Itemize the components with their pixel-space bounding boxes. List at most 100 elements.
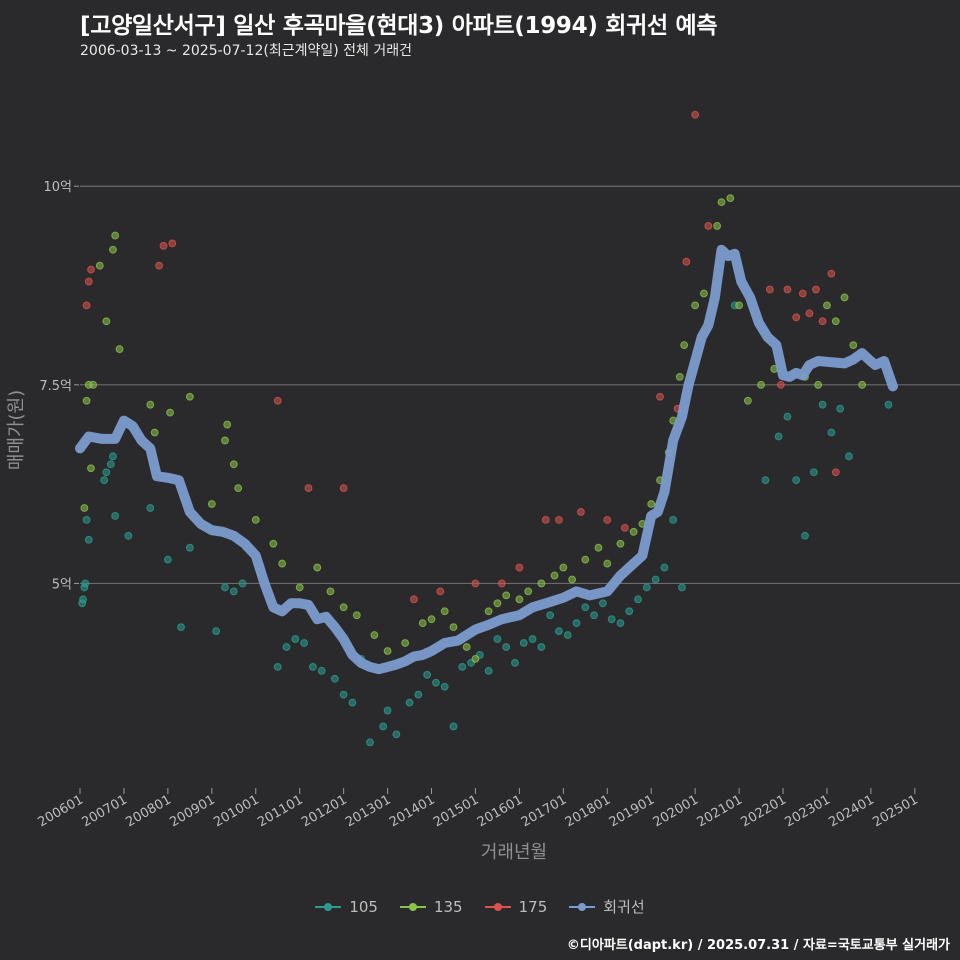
point-105 — [493, 635, 502, 643]
point-135 — [524, 587, 533, 596]
point-135 — [352, 611, 361, 620]
x-tick-label: 201001 — [211, 792, 261, 830]
point-105 — [379, 722, 388, 731]
legend-item-175: 175 — [484, 896, 547, 917]
x-tick-label: 200801 — [123, 792, 173, 830]
point-135 — [726, 194, 735, 203]
point-105 — [308, 662, 317, 671]
point-105 — [884, 400, 893, 409]
point-135 — [462, 643, 471, 651]
point-135 — [229, 460, 238, 469]
point-135 — [449, 623, 458, 632]
point-105 — [449, 722, 458, 731]
point-105 — [177, 623, 185, 632]
regression-line — [75, 244, 898, 675]
point-175 — [682, 257, 691, 266]
point-135 — [840, 293, 849, 302]
point-105 — [282, 643, 291, 651]
point-105 — [484, 666, 493, 675]
point-175 — [577, 508, 585, 516]
point-175 — [155, 261, 163, 270]
point-175 — [304, 484, 313, 493]
point-105 — [185, 543, 194, 552]
point-175 — [656, 392, 664, 401]
point-105 — [291, 635, 300, 643]
point-105 — [423, 670, 432, 679]
chart-title: [고양일산서구] 일산 후곡마을(현대3) 아파트(1994) 회귀선 예측 — [80, 13, 718, 39]
x-axis-title: 거래년월 — [481, 842, 547, 863]
point-135 — [502, 591, 511, 600]
x-tick-label: 201401 — [387, 792, 437, 830]
point-175 — [410, 595, 418, 604]
point-105 — [519, 639, 528, 647]
point-175 — [82, 301, 91, 310]
point-175 — [704, 222, 713, 230]
point-105 — [100, 476, 109, 485]
point-135 — [111, 231, 120, 240]
point-175 — [620, 523, 629, 532]
point-135 — [603, 559, 612, 568]
point-135 — [87, 464, 95, 473]
point-175 — [603, 515, 612, 524]
point-105 — [572, 619, 581, 628]
point-175 — [339, 484, 348, 493]
point-135 — [102, 317, 111, 326]
point-105 — [792, 476, 801, 485]
point-135 — [616, 539, 625, 548]
legend: 105 135 175 회귀선 — [0, 896, 960, 917]
point-175 — [798, 289, 807, 298]
point-135 — [713, 222, 722, 230]
legend-item-105: 105 — [315, 896, 378, 917]
point-105 — [300, 639, 308, 647]
legend-label-105: 105 — [349, 897, 378, 916]
point-105 — [809, 468, 818, 477]
point-135 — [427, 615, 436, 624]
point-105 — [836, 404, 845, 413]
point-105 — [414, 690, 423, 699]
point-175 — [168, 239, 177, 248]
point-105 — [221, 583, 229, 592]
point-105 — [761, 476, 770, 485]
point-105 — [801, 531, 809, 540]
point-135 — [223, 420, 232, 429]
x-tick-label: 200901 — [167, 792, 217, 830]
point-105 — [537, 643, 546, 651]
point-135 — [757, 380, 765, 389]
point-105 — [317, 666, 326, 675]
point-105 — [607, 615, 616, 624]
point-175 — [515, 563, 524, 572]
y-tick-label: 5억 — [52, 577, 72, 592]
point-105 — [502, 643, 511, 651]
point-105 — [348, 698, 357, 707]
point-105 — [528, 635, 537, 643]
point-105 — [229, 587, 238, 596]
legend-key-175 — [484, 900, 511, 914]
point-105 — [590, 611, 598, 620]
point-105 — [405, 698, 414, 707]
point-175 — [831, 468, 840, 477]
point-135 — [82, 396, 91, 405]
point-105 — [146, 504, 155, 512]
y-tick-label: 7.5억 — [39, 379, 72, 394]
point-105 — [827, 428, 836, 437]
point-135 — [537, 579, 546, 588]
x-tick-label: 201801 — [563, 792, 613, 830]
point-105 — [642, 583, 651, 592]
point-135 — [831, 317, 840, 326]
point-135 — [295, 583, 304, 592]
point-135 — [484, 607, 493, 616]
legend-key-105 — [315, 900, 342, 914]
point-105 — [625, 607, 634, 616]
point-105 — [330, 674, 339, 683]
point-105 — [563, 631, 572, 639]
point-135 — [717, 198, 726, 207]
x-tick-label: 201701 — [519, 792, 569, 830]
point-105 — [458, 662, 467, 671]
point-175 — [436, 587, 445, 596]
point-105 — [81, 579, 90, 588]
x-tick-label: 202301 — [782, 792, 832, 830]
point-135 — [680, 341, 689, 350]
point-175 — [765, 285, 774, 294]
point-105 — [555, 627, 563, 636]
